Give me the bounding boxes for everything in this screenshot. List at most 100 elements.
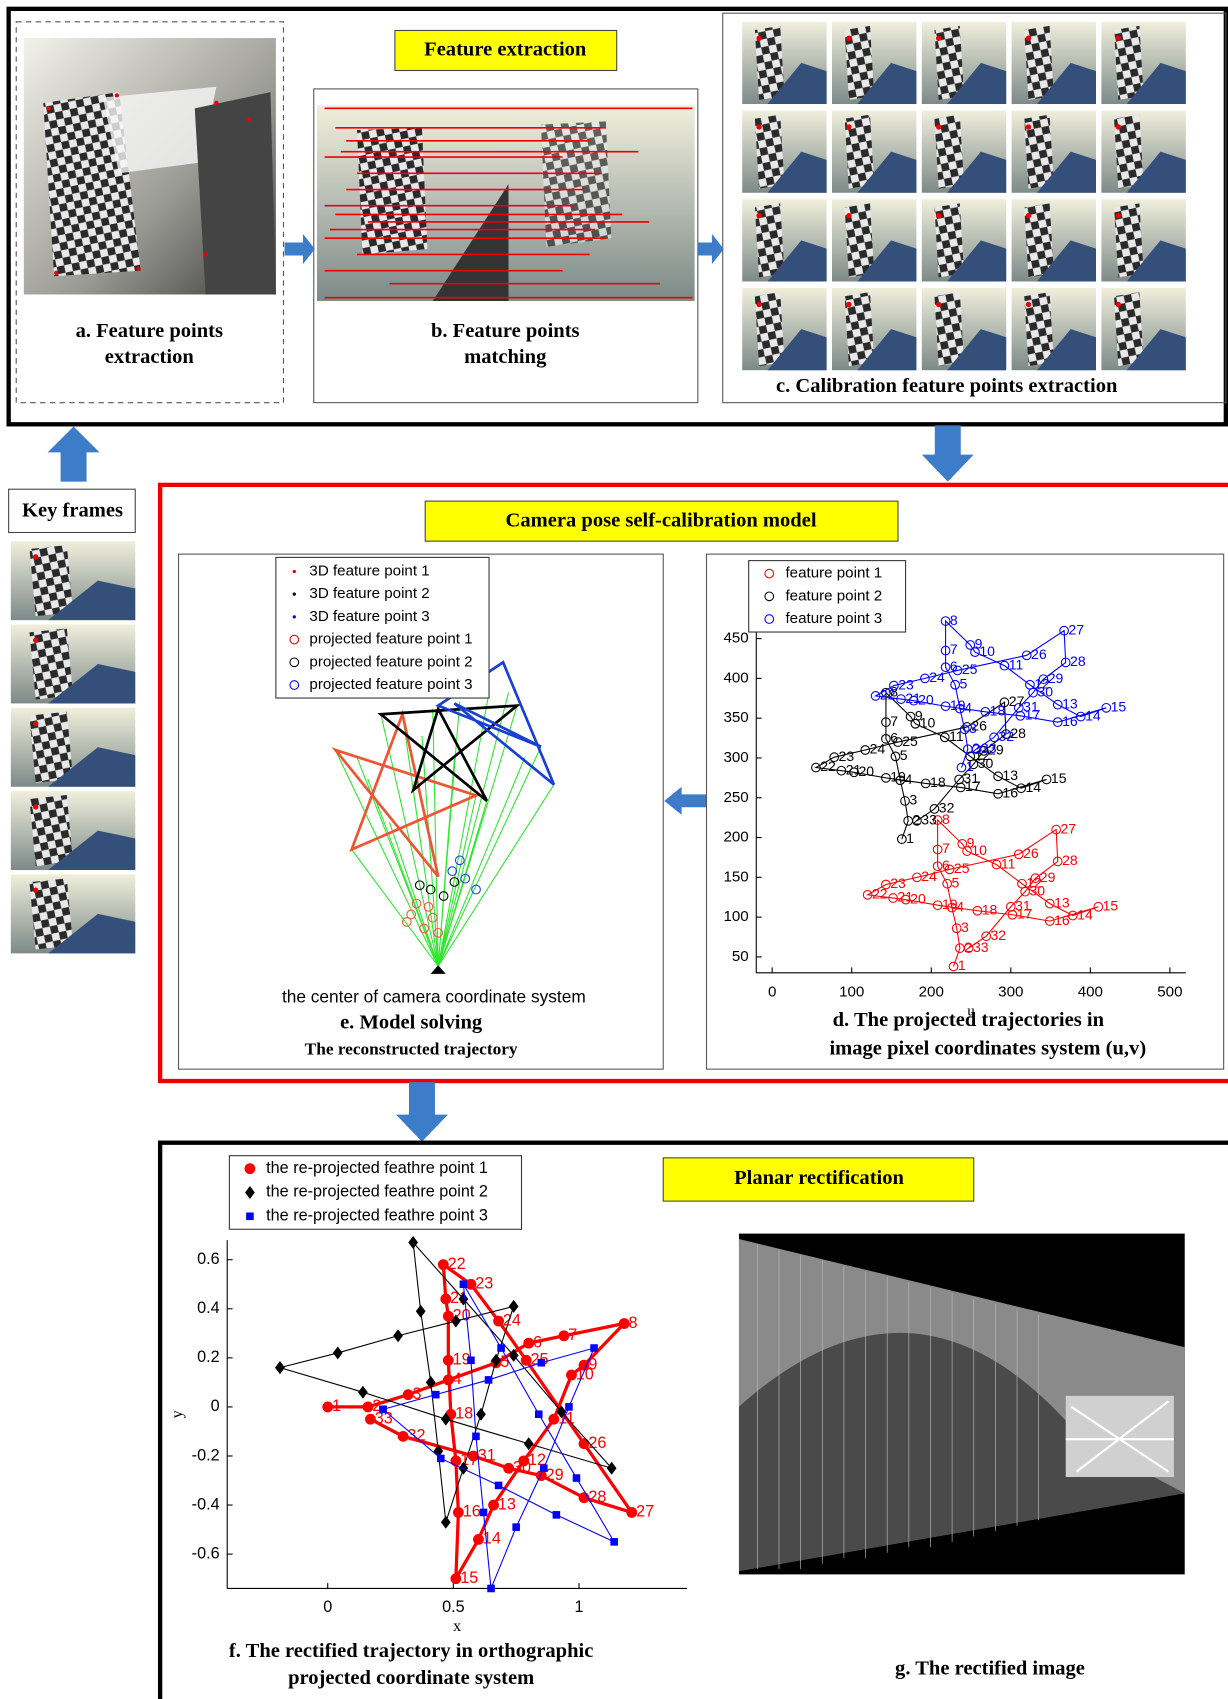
thumbnail-point [846,302,851,307]
legend-marker [246,1212,254,1220]
y-axis-label: y [168,1409,186,1418]
point-label: 13 [1002,767,1018,783]
point [480,1509,488,1517]
point-label: 30 [513,1459,531,1477]
point-label: 30 [1037,683,1053,699]
panel-subcaption: The reconstructed trajectory [305,1040,518,1059]
point-label: 23 [839,748,855,764]
y-tick-label: 0.6 [197,1250,220,1268]
legend-label: projected feature point 3 [309,676,472,693]
point-label: 5 [952,874,960,890]
thumbnail-point [1116,36,1121,41]
point-label: 26 [588,1434,606,1452]
point [432,1391,440,1399]
point-label: 24 [929,669,945,685]
x-tick-label: 200 [919,983,944,1000]
section-title: Camera pose self-calibration model [506,509,817,531]
y-tick-label: -0.2 [192,1446,220,1464]
point-label: 28 [1070,653,1086,669]
point-label: 18 [990,703,1006,719]
point-label: 18 [455,1405,473,1423]
point-label: 16 [1002,784,1018,800]
point-label: 5 [959,675,967,691]
x-tick-label: 400 [1078,983,1103,1000]
thumbnail-point [1026,36,1031,41]
point-label: 15 [1051,770,1067,786]
point-label: 11 [1001,855,1016,871]
thumbnail-point [1116,302,1121,307]
point-label: 7 [942,840,950,856]
point-label: 27 [636,1503,654,1521]
point-label: 19 [890,769,906,785]
point-label: 7 [950,641,958,657]
point [535,1410,543,1418]
point-label: 28 [1062,852,1078,868]
point-label: 19 [950,697,966,713]
y-tick-label: 100 [723,908,748,925]
point-label: 18 [930,774,946,790]
point [565,1403,573,1411]
thumbnail-point [936,36,941,41]
thumbnail-point [756,302,761,307]
thumbnail-point [1026,124,1031,129]
point-label: 4 [453,1370,462,1388]
y-tick-label: 0 [211,1397,220,1415]
point-label: 29 [546,1466,564,1484]
point [441,1516,451,1529]
point-label: 13 [1054,894,1070,910]
point-label: 26 [1023,845,1039,861]
point-label: 10 [971,842,987,858]
x-tick-label: 100 [839,983,864,1000]
point-label: 16 [1054,912,1070,928]
point-label: 10 [576,1365,594,1383]
legend-label: projected feature point 2 [309,653,472,670]
legend-label: feature point 3 [785,610,882,627]
panel-caption: g. The rectified image [895,1657,1085,1679]
point-label: 6 [533,1333,542,1351]
legend-label: projected feature point 1 [309,631,472,648]
section-title: Planar rectification [734,1167,904,1189]
point-label: 23 [898,676,914,692]
point-label: 15 [1111,699,1127,715]
thumbnail-point [33,638,38,643]
point-label: 33 [981,740,997,756]
point [540,1464,548,1472]
figure: Feature extraction a. Feature points ext… [0,0,1228,1699]
point-label: 32 [998,728,1014,744]
x-tick-label: 0 [768,983,776,1000]
panel-caption: extraction [105,346,195,368]
point [610,1538,618,1546]
image-feature-points [24,38,276,294]
point [573,1474,581,1482]
thumbnail-point [33,804,38,809]
point-label: 27 [1068,621,1084,637]
thumbnail-point [1026,213,1031,218]
page: Feature extraction a. Feature points ext… [0,0,1228,1699]
point [379,1406,387,1414]
legend-label: the re-projected feathre point 2 [266,1183,488,1201]
thumbnail-point [846,213,851,218]
point-label: 31 [478,1446,496,1464]
point-label: 10 [920,714,936,730]
point-label: 22 [448,1255,466,1273]
y-tick-label: 250 [723,789,748,806]
point-label: 25 [962,661,978,677]
panel-caption: image pixel coordinates system (u,v) [829,1037,1146,1059]
point-label: 1 [958,957,966,973]
annotation: the center of camera coordinate system [282,986,586,1006]
y-tick-label: -0.4 [192,1495,220,1513]
point [333,1346,343,1359]
point-label: 22 [820,758,836,774]
panel-caption: c. Calibration feature points extraction [776,375,1118,397]
thumbnail-point [936,124,941,129]
point-label: 3 [961,919,969,935]
thumbnail-point [936,213,941,218]
calibration-thumbnails [742,22,1186,370]
legend-label: 3D feature point 1 [309,562,429,579]
x-tick-label: 1 [574,1598,583,1616]
y-tick-label: 300 [723,749,748,766]
arrow [922,425,974,481]
point-label: 10 [979,643,995,659]
point-label: 31 [1023,699,1039,715]
point-label: 1 [966,758,974,774]
